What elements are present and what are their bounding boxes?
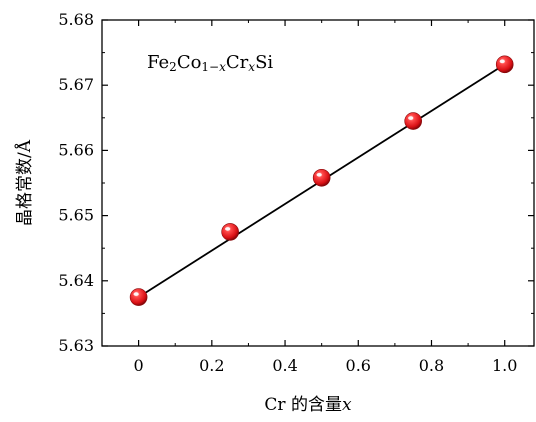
- x-tick-label: 0.8: [419, 356, 444, 375]
- y-axis: 5.63 5.64 5.65 5.66 5.67 5.68: [58, 10, 534, 355]
- y-tick-label: 5.64: [58, 271, 94, 290]
- data-point: [495, 55, 514, 74]
- data-point: [221, 223, 239, 241]
- x-tick-label: 0.2: [199, 356, 224, 375]
- data-point-highlight: [225, 227, 231, 231]
- formula-subscript: x: [248, 60, 255, 74]
- y-axis-title: 晶格常数/Å: [14, 139, 35, 226]
- data-point: [404, 112, 422, 130]
- data-point-highlight: [408, 116, 414, 120]
- formula-subscript: x: [219, 60, 226, 74]
- data-point-highlight: [133, 292, 139, 296]
- y-tick-label: 5.67: [58, 75, 94, 94]
- x-axis: 0 0.2 0.4 0.6 0.8 1.0: [134, 20, 517, 375]
- y-tick-label: 5.65: [58, 206, 94, 225]
- data-points: [129, 55, 514, 306]
- x-axis-title: Cr 的含量x: [264, 395, 352, 415]
- y-tick-label: 5.66: [58, 140, 94, 159]
- formula-subscript: 1−: [201, 60, 219, 74]
- data-point: [129, 288, 148, 306]
- formula-part: Co: [177, 52, 202, 73]
- data-point-highlight: [316, 172, 322, 177]
- y-tick-label: 5.63: [58, 336, 94, 355]
- x-axis-title-var: x: [342, 395, 352, 415]
- formula-annotation: Fe2Co1−xCrxSi: [147, 52, 273, 74]
- data-point-highlight: [499, 59, 505, 64]
- formula-part: Fe: [147, 52, 169, 73]
- y-tick-label: 5.68: [58, 10, 94, 29]
- x-tick-label: 0.6: [346, 356, 371, 375]
- formula-part: Cr: [226, 52, 249, 73]
- x-tick-label: 0: [134, 356, 144, 375]
- x-tick-label: 0.4: [272, 356, 297, 375]
- data-point: [312, 168, 331, 187]
- x-tick-label: 1.0: [492, 356, 517, 375]
- formula-subscript: 2: [169, 60, 177, 74]
- formula-part: Si: [255, 52, 273, 73]
- x-axis-title-main: Cr 的含量: [264, 395, 342, 415]
